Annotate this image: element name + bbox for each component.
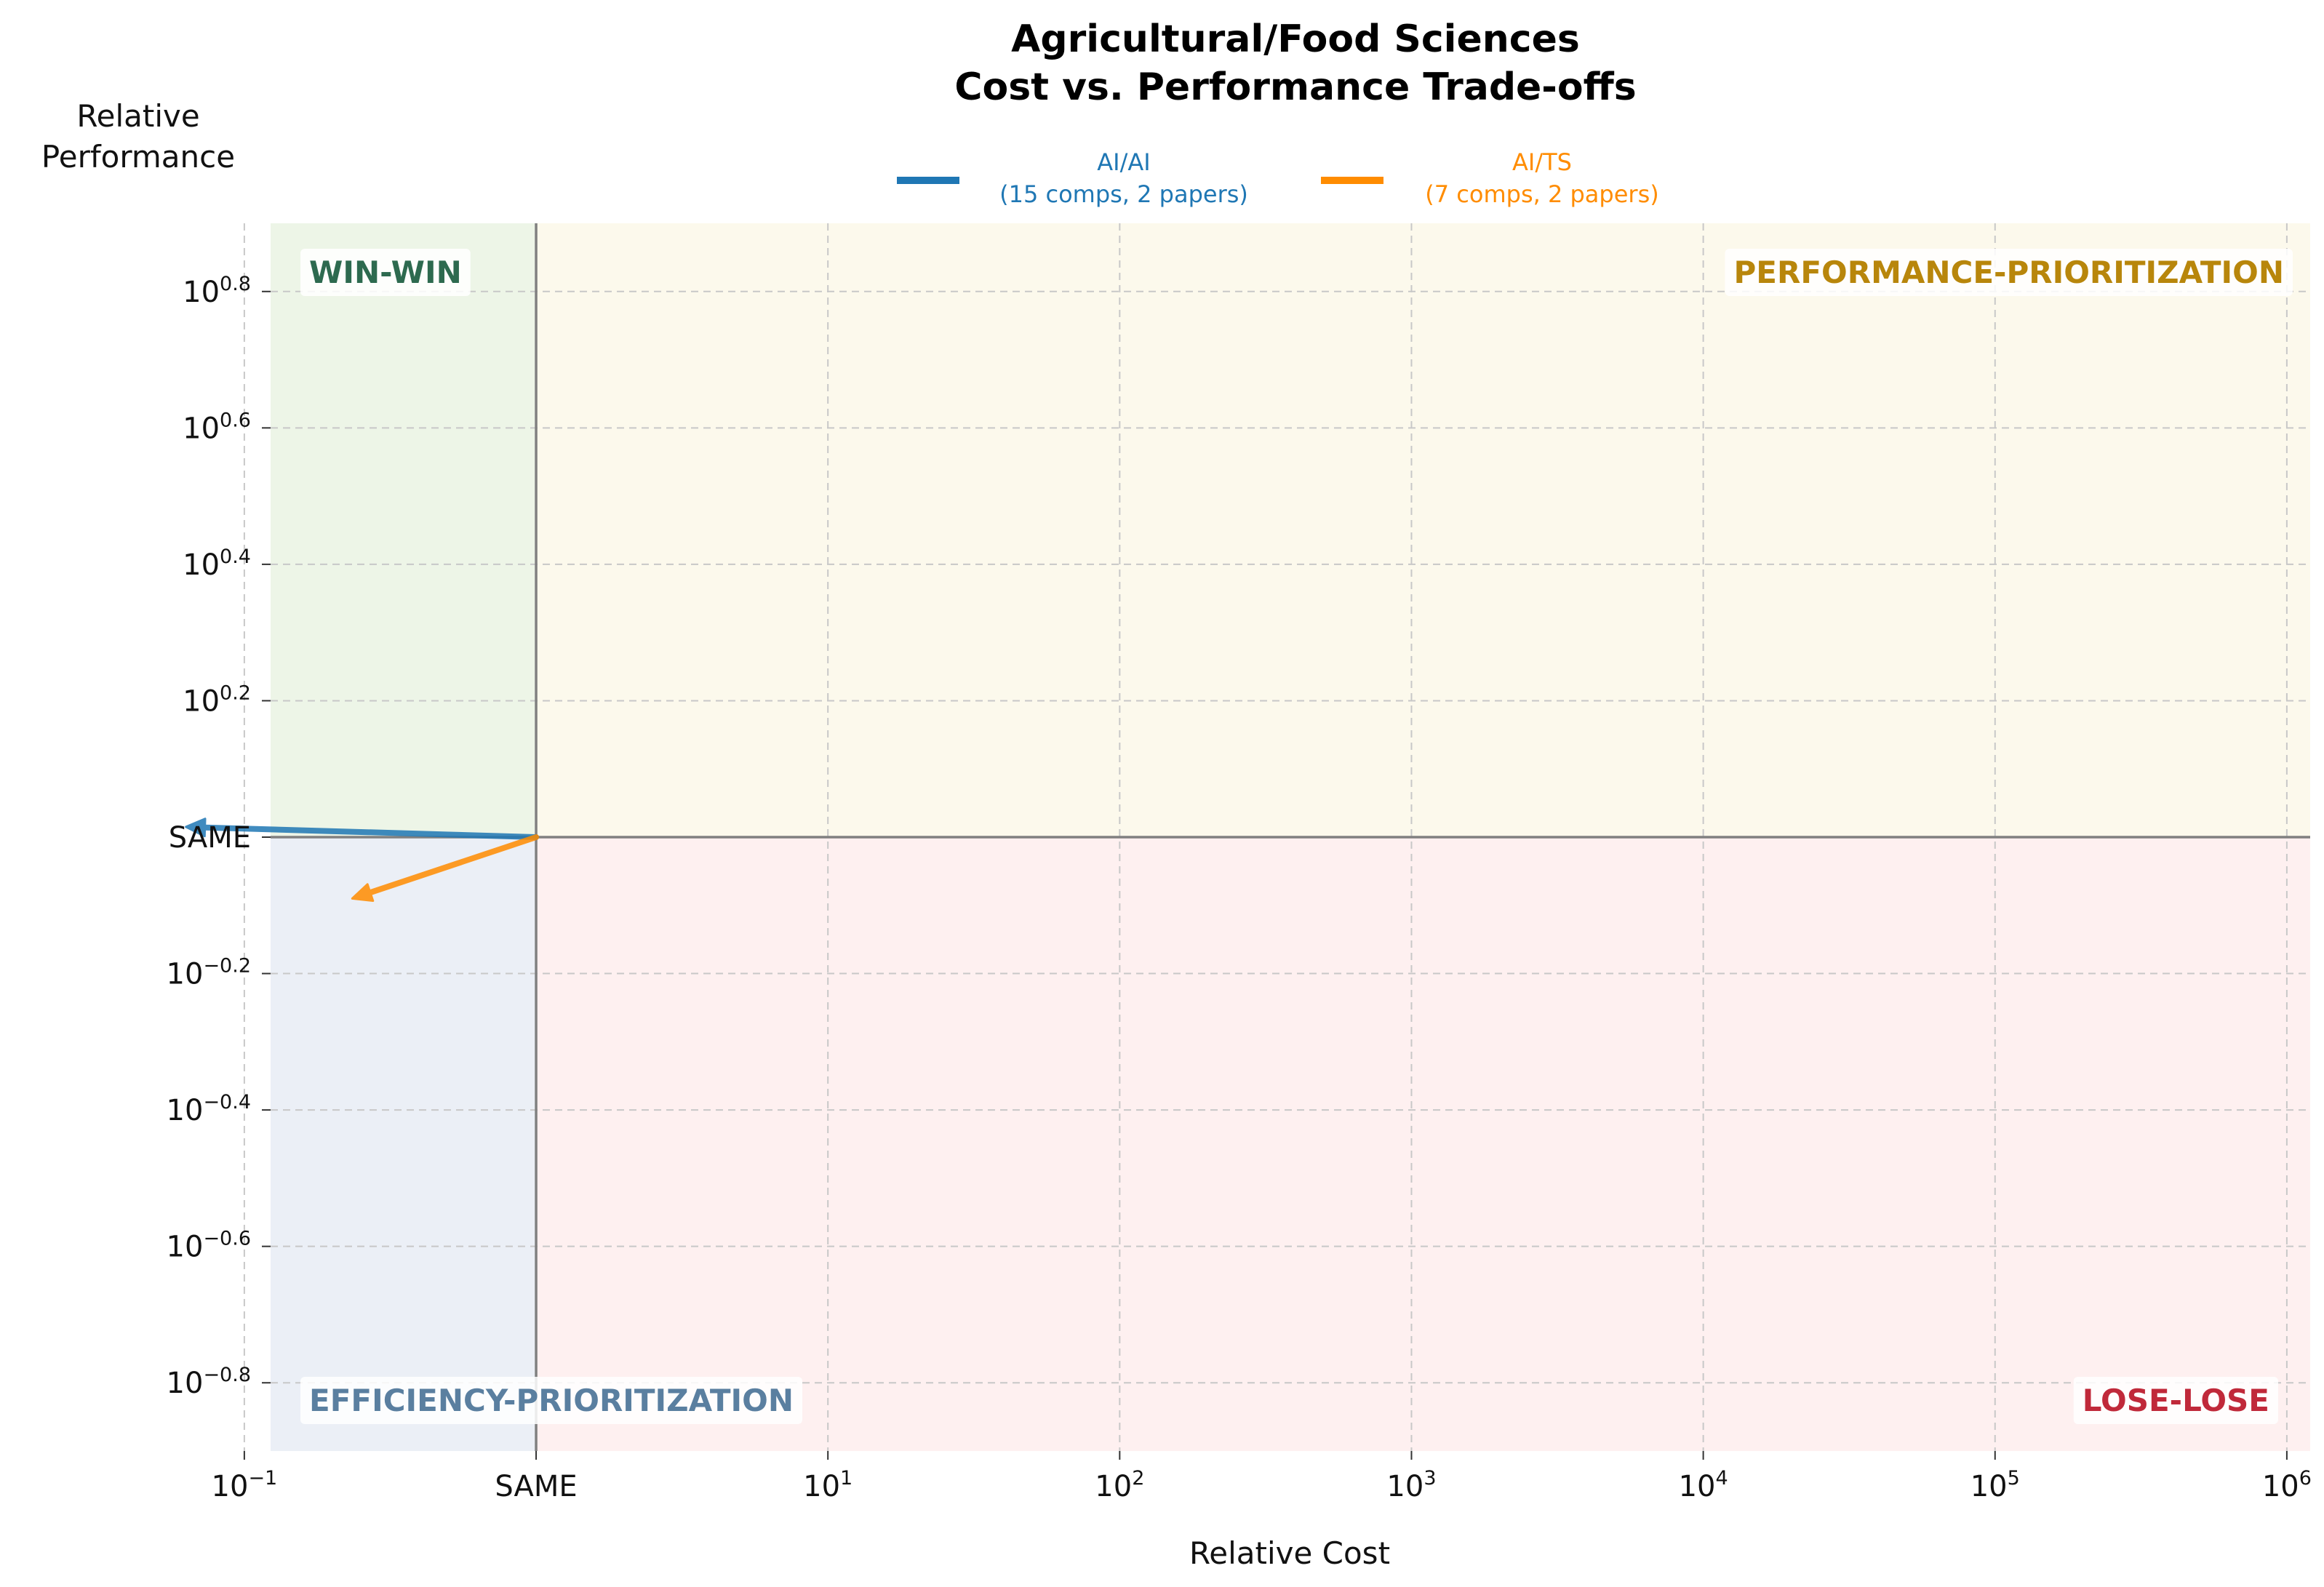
arrow-head <box>351 883 375 903</box>
x-tick-label: 103 <box>1386 1467 1436 1503</box>
quadrant-bg-top-left <box>271 223 537 837</box>
arrow-ai-ai <box>185 818 540 840</box>
y-tick-label: 100.8 <box>183 273 251 309</box>
arrow-shaft <box>201 824 540 840</box>
x-tick-labels: 10−1 SAME 101 102 103 104 105 106 <box>212 1451 2312 1503</box>
quadrant-label-bg <box>300 1377 803 1424</box>
quadrant-label-text: EFFICIENCY-PRIORITIZATION <box>309 1383 794 1418</box>
grid <box>243 223 2310 1451</box>
quadrant-bg-top-right <box>536 223 2310 837</box>
quadrant-label-bg <box>2073 1377 2278 1424</box>
legend-name: AI/TS <box>1512 148 1572 176</box>
quadrant-label-top-left: WIN-WIN <box>300 249 471 296</box>
quadrant-bg-bottom-right <box>536 837 2310 1451</box>
y-axis-label-line1: Relative <box>76 98 199 134</box>
quadrant-label-text: LOSE-LOSE <box>2083 1383 2269 1418</box>
quadrant-bg-bottom-left <box>271 837 537 1451</box>
y-tick-label: SAME <box>169 821 251 855</box>
quadrant-label-top-right: PERFORMANCE-PRIORITIZATION <box>1725 249 2293 296</box>
legend-detail: (15 comps, 2 papers) <box>999 180 1248 208</box>
x-tick-label: 106 <box>2262 1467 2312 1503</box>
chart-title-line2: Cost vs. Performance Trade-offs <box>954 65 1636 109</box>
legend-entry-ai-ai: AI/AI (15 comps, 2 papers) <box>897 148 1248 208</box>
x-tick-label: 101 <box>803 1467 852 1503</box>
x-tick-label: 102 <box>1095 1467 1144 1503</box>
arrow-head <box>185 818 207 838</box>
arrow-shaft <box>367 834 540 896</box>
y-tick-label: 10−0.6 <box>167 1228 251 1264</box>
chart-title-line1: Agricultural/Food Sciences <box>1011 17 1580 61</box>
legend-detail: (7 comps, 2 papers) <box>1425 180 1658 208</box>
quadrant-label-text: PERFORMANCE-PRIORITIZATION <box>1734 255 2284 290</box>
quadrant-labels: WIN-WIN PERFORMANCE-PRIORITIZATION EFFICIE… <box>300 249 2293 1424</box>
y-tick-label: 10−0.8 <box>167 1364 251 1400</box>
y-tick-label: 100.2 <box>183 681 251 718</box>
quadrant-label-text: WIN-WIN <box>309 255 462 290</box>
quadrant-label-bottom-left: EFFICIENCY-PRIORITIZATION <box>300 1377 803 1424</box>
y-tick-labels: 100.8 100.6 100.4 100.2 SAME 10−0.2 10−0.4 10−0… <box>167 273 271 1400</box>
legend-name: AI/AI <box>1097 148 1150 176</box>
x-axis-label: Relative Cost <box>1189 1535 1390 1571</box>
x-tick-label: 10−1 <box>212 1467 278 1503</box>
y-tick-label: 100.4 <box>183 545 251 582</box>
x-tick-label: SAME <box>495 1470 577 1503</box>
quadrant-label-bg <box>1725 249 2293 296</box>
x-tick-label: 105 <box>1970 1467 2020 1503</box>
quadrant-label-bg <box>300 249 471 296</box>
x-tick-label: 104 <box>1679 1467 1728 1503</box>
quadrant-label-bottom-right: LOSE-LOSE <box>2073 1377 2278 1424</box>
y-tick-label: 10−0.4 <box>167 1091 251 1127</box>
series-arrows <box>185 818 540 903</box>
quadrant-backgrounds <box>271 223 2310 1451</box>
legend: AI/AI (15 comps, 2 papers) AI/TS (7 comps, … <box>897 148 1659 208</box>
y-axis-label-line2: Performance <box>41 139 235 175</box>
legend-entry-ai-ts: AI/TS (7 comps, 2 papers) <box>1321 148 1659 208</box>
y-tick-label: 100.6 <box>183 409 251 445</box>
y-tick-label: 10−0.2 <box>167 955 251 991</box>
arrow-ai-ts <box>351 834 540 903</box>
